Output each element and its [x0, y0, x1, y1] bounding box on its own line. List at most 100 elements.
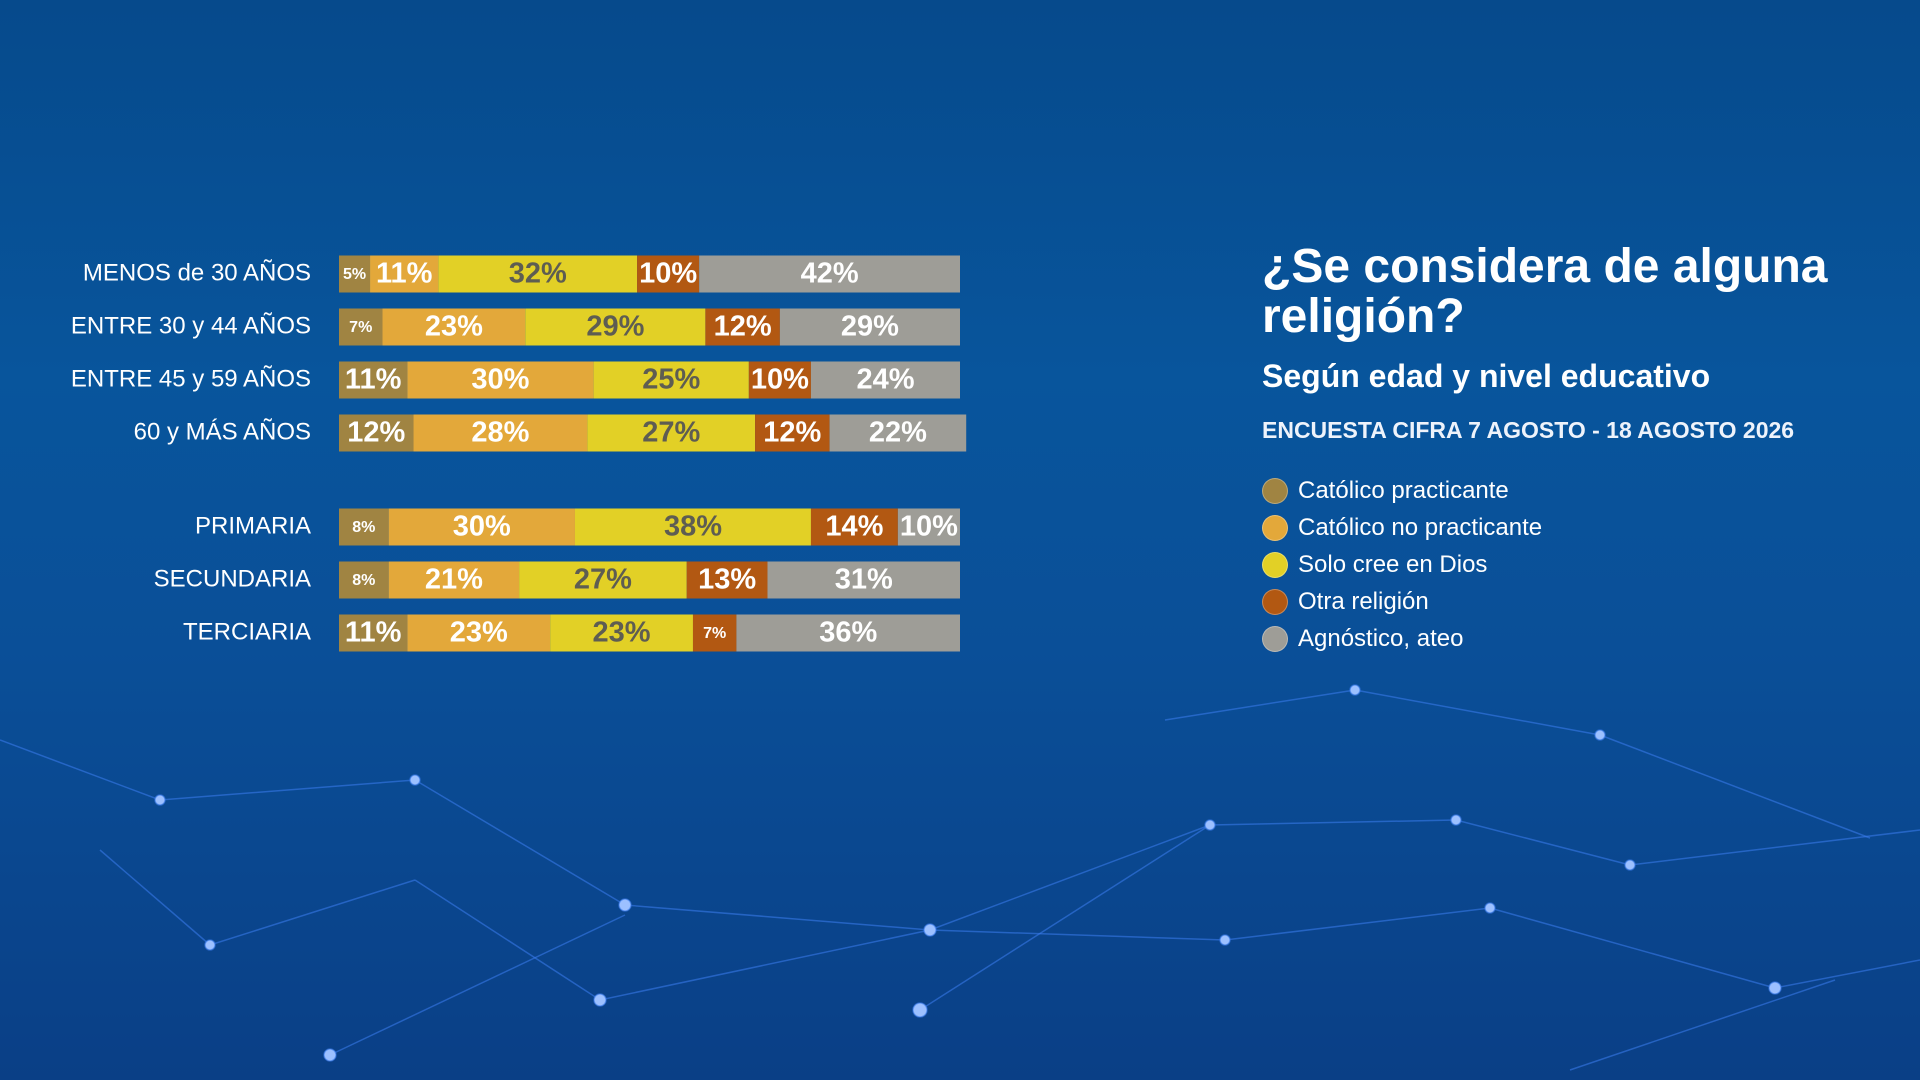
bar-segment: [574, 508, 811, 546]
network-node: [1624, 859, 1636, 871]
data-label: 10%: [900, 511, 958, 543]
bar-segment: [686, 561, 768, 599]
legend-swatch: [1262, 551, 1288, 578]
data-label: 31%: [835, 564, 893, 596]
bar-segment: [692, 614, 737, 652]
data-label: 13%: [698, 564, 756, 596]
legend-item: Católico practicante: [1262, 472, 1882, 509]
data-label: 23%: [593, 617, 651, 649]
network-line: [1489, 907, 1776, 989]
network-line: [1209, 819, 1457, 826]
data-label: 30%: [471, 364, 529, 396]
network-node: [1204, 819, 1216, 831]
legend-swatch: [1262, 588, 1288, 615]
chart-subtitle: Según edad y nivel educativo: [1262, 358, 1711, 394]
data-label: 23%: [450, 617, 508, 649]
data-label: 32%: [509, 258, 567, 290]
network-node: [912, 1002, 928, 1018]
network-node: [923, 923, 937, 937]
bar-segment: [525, 308, 706, 346]
legend-label: Agnóstico, ateo: [1298, 624, 1464, 652]
network-line: [1354, 689, 1601, 736]
legend-swatch: [1262, 477, 1288, 504]
network-node: [1768, 981, 1782, 995]
network-line: [414, 779, 626, 906]
bar-segment: [810, 508, 898, 546]
data-label: 27%: [642, 417, 700, 449]
bar-segment: [407, 614, 551, 652]
bar-segment: [587, 414, 756, 452]
bar-segment: [748, 361, 811, 399]
network-line: [1455, 819, 1631, 866]
network-line: [1629, 829, 1920, 866]
network-line: [1224, 907, 1491, 941]
legend-label: Católico no practicante: [1298, 513, 1543, 541]
data-label: 5%: [343, 266, 366, 283]
bar-segment: [339, 508, 389, 546]
data-label: 8%: [352, 519, 375, 536]
network-line: [0, 739, 161, 801]
category-label: ENTRE 30 y 44 AÑOS: [71, 312, 311, 339]
bar-segment: [897, 508, 960, 546]
bar-segment: [339, 308, 383, 346]
data-label: 12%: [714, 311, 772, 343]
data-label: 7%: [349, 319, 372, 336]
data-label: 23%: [425, 311, 483, 343]
data-label: 29%: [841, 311, 899, 343]
data-label: 24%: [856, 364, 914, 396]
bar-segment: [388, 561, 520, 599]
network-line: [1164, 689, 1356, 721]
data-label: 30%: [453, 511, 511, 543]
bar-segment: [593, 361, 749, 399]
category-label: TERCIARIA: [183, 618, 311, 645]
data-label: 38%: [664, 511, 722, 543]
chart-source: ENCUESTA CIFRA 7 AGOSTO - 18 AGOSTO 2026: [1262, 417, 1795, 443]
data-label: 27%: [574, 564, 632, 596]
bars: MENOS de 30 AÑOS 5% 11% 32% 10% 42% ENTRE 30 y…: [71, 255, 967, 652]
data-label: 10%: [639, 258, 697, 290]
bar-segment: [388, 508, 575, 546]
bar-segment: [829, 414, 967, 452]
data-label: 29%: [586, 311, 644, 343]
network-node: [1349, 684, 1361, 696]
data-label: 25%: [642, 364, 700, 396]
network-line: [929, 929, 1226, 941]
data-label: 11%: [376, 258, 433, 290]
legend-item: Otra religión: [1262, 583, 1882, 620]
chart-title: ¿Se considera de alguna religión?: [1262, 240, 1828, 343]
legend-item: Católico no practicante: [1262, 509, 1882, 546]
legend-label: Católico practicante: [1298, 476, 1509, 504]
legend-label: Otra religión: [1298, 587, 1429, 615]
category-label: 60 y MÁS AÑOS: [134, 418, 311, 445]
bar-segment: [339, 561, 389, 599]
bar-segment: [382, 308, 526, 346]
network-line: [1774, 959, 1920, 989]
bar-segment: [699, 255, 960, 293]
network-line: [99, 849, 211, 946]
legend: Católico practicante Católico no practica…: [1262, 472, 1882, 657]
network-line: [329, 914, 626, 1056]
bar-segment: [413, 414, 588, 452]
network-node: [409, 774, 421, 786]
network-line: [1599, 734, 1871, 839]
bar-segment: [339, 255, 371, 293]
data-label: 21%: [425, 564, 483, 596]
data-label: 36%: [819, 617, 877, 649]
bar-segment: [637, 255, 700, 293]
data-label: 8%: [352, 572, 375, 589]
network-line: [159, 779, 416, 801]
category-label: PRIMARIA: [195, 512, 311, 539]
network-node: [1594, 729, 1606, 741]
bar-segment: [339, 614, 408, 652]
category-label: SECUNDARIA: [154, 565, 311, 592]
bar-segment: [438, 255, 638, 293]
network-node: [1219, 934, 1231, 946]
data-label: 22%: [869, 417, 927, 449]
data-label: 10%: [751, 364, 809, 396]
network-node: [1450, 814, 1462, 826]
data-label: 42%: [801, 258, 859, 290]
bar-segment: [550, 614, 693, 652]
network-line: [209, 879, 416, 946]
